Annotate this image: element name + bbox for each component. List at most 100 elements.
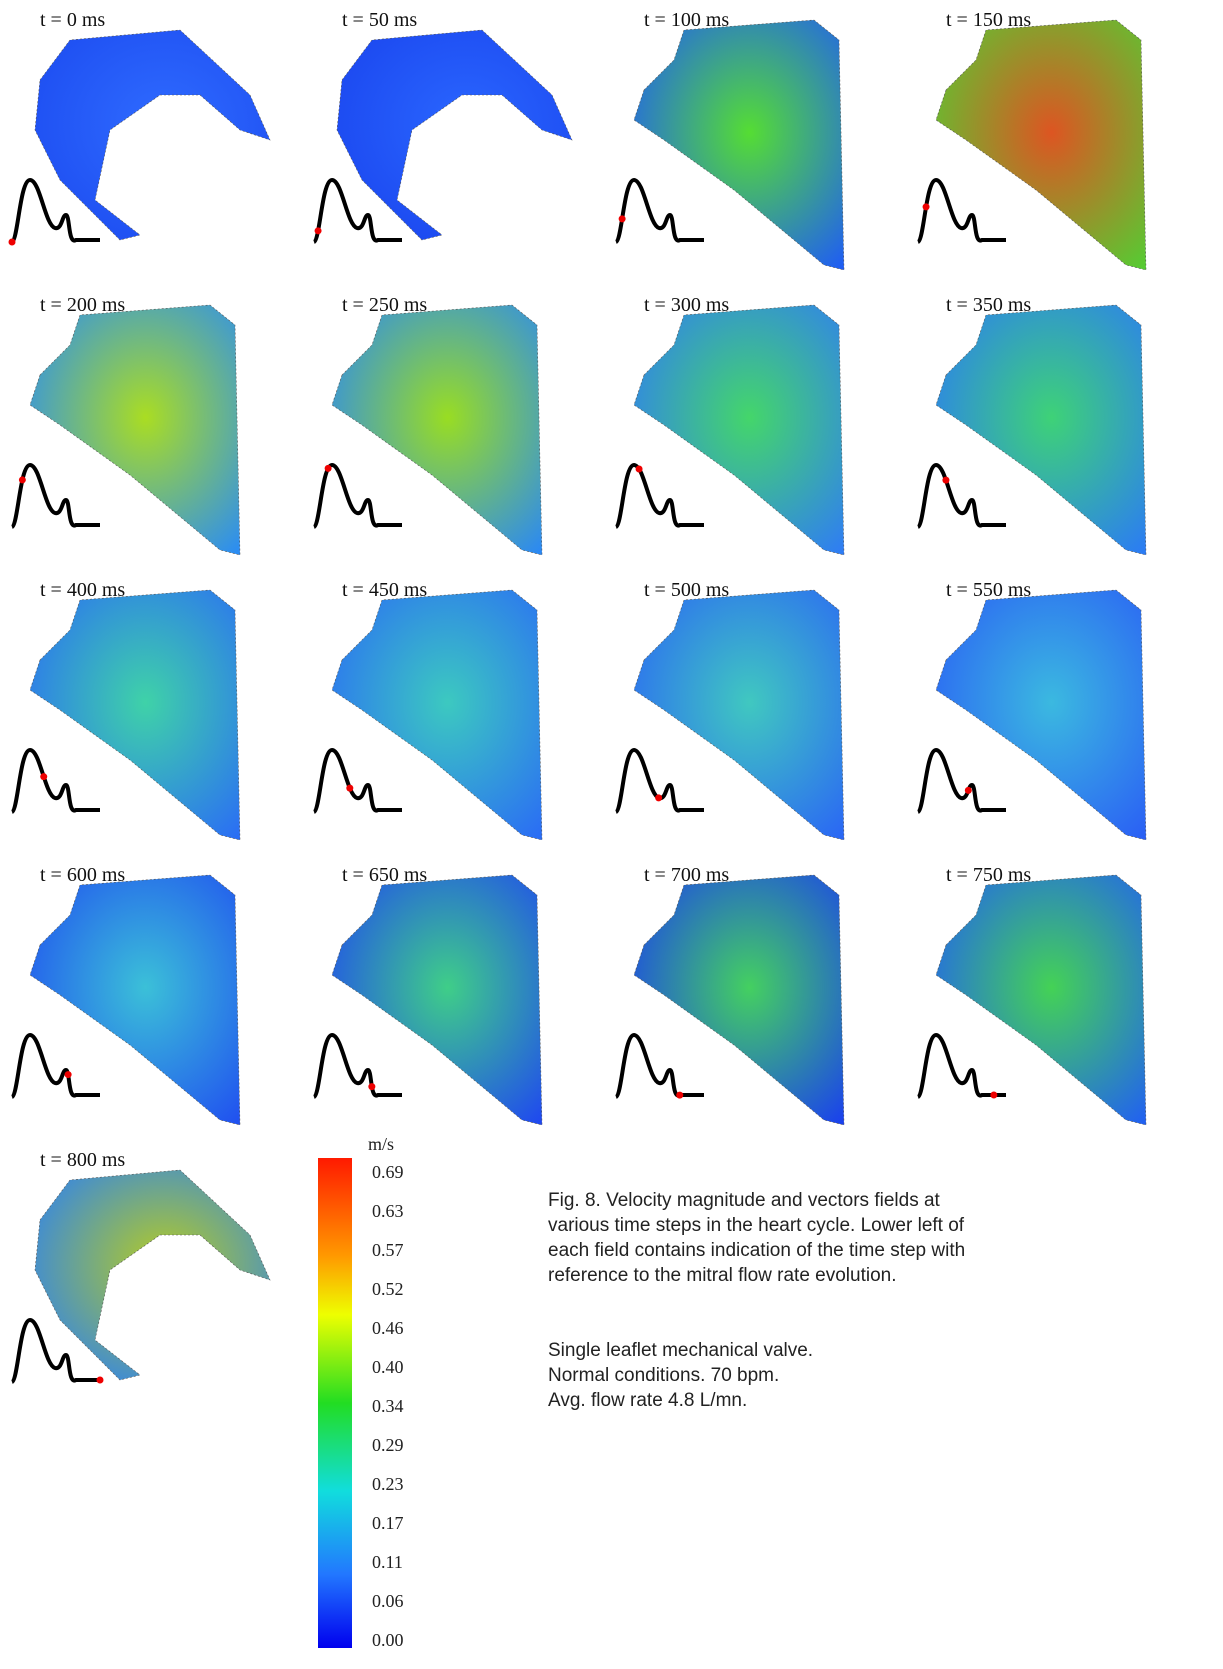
caption-line: reference to the mitral flow rate evolut…	[548, 1265, 897, 1286]
velocity-field	[331, 874, 543, 1126]
colorbar	[318, 1158, 352, 1648]
panel-label: t = 50 ms	[342, 9, 417, 31]
flow-curve	[916, 747, 1006, 814]
panel: t = 650 ms	[312, 864, 543, 1126]
panel-label: t = 500 ms	[644, 579, 729, 601]
caption-note: Avg. flow rate 4.8 L/mn.	[548, 1390, 747, 1411]
time-marker	[964, 786, 972, 794]
panel-label: t = 450 ms	[342, 579, 427, 601]
panel-label: t = 350 ms	[946, 294, 1031, 316]
caption-line: various time steps in the heart cycle. L…	[548, 1215, 965, 1236]
colorbar-tick: 0.69	[372, 1162, 404, 1182]
flow-curve	[916, 1032, 1006, 1099]
flow-curve	[312, 462, 402, 529]
velocity-field	[935, 19, 1147, 271]
velocity-field	[34, 29, 271, 241]
panel: t = 200 ms	[10, 294, 241, 556]
time-marker	[8, 238, 16, 246]
flow-curve	[614, 1032, 704, 1099]
panel-label: t = 300 ms	[644, 294, 729, 316]
time-marker	[64, 1071, 72, 1079]
panel-label: t = 400 ms	[40, 579, 125, 601]
flow-curve	[312, 747, 402, 814]
colorbar-tick: 0.00	[372, 1630, 404, 1650]
velocity-field	[935, 874, 1147, 1126]
panel-label: t = 150 ms	[946, 9, 1031, 31]
panel-label: t = 250 ms	[342, 294, 427, 316]
time-marker	[618, 215, 626, 223]
flow-curve	[916, 462, 1006, 529]
panel: t = 300 ms	[614, 294, 845, 556]
panel-label: t = 700 ms	[644, 864, 729, 886]
time-marker	[676, 1091, 684, 1099]
velocity-field	[34, 1169, 271, 1381]
flow-curve	[10, 1032, 100, 1099]
time-marker	[368, 1083, 376, 1091]
velocity-field	[29, 304, 241, 556]
time-marker	[324, 464, 332, 472]
velocity-field	[633, 874, 845, 1126]
velocity-field	[331, 589, 543, 841]
flow-curve	[614, 177, 704, 244]
colorbar-tick: 0.17	[372, 1513, 404, 1533]
flow-curve	[312, 1032, 402, 1099]
velocity-field	[935, 304, 1147, 556]
panel: t = 500 ms	[614, 579, 845, 841]
velocity-field	[336, 29, 573, 241]
flow-curve	[916, 177, 1006, 244]
colorbar-tick: 0.29	[372, 1435, 404, 1455]
flow-curve	[10, 462, 100, 529]
panel-label: t = 550 ms	[946, 579, 1031, 601]
flow-curve	[10, 177, 100, 244]
panel: t = 600 ms	[10, 864, 241, 1126]
colorbar-tick: 0.34	[372, 1396, 404, 1416]
panel: t = 100 ms	[614, 9, 845, 271]
panel: t = 50 ms	[312, 9, 573, 244]
colorbar-tick: 0.46	[372, 1318, 404, 1338]
time-marker	[40, 773, 48, 781]
velocity-field	[633, 19, 845, 271]
colorbar-tick: 0.23	[372, 1474, 404, 1494]
velocity-field	[331, 304, 543, 556]
colorbar-tick: 0.11	[372, 1552, 403, 1572]
panel: t = 0 ms	[8, 9, 271, 246]
time-marker	[655, 794, 663, 802]
time-marker	[635, 465, 643, 473]
panel: t = 800 ms	[10, 1149, 271, 1384]
caption-note: Single leaflet mechanical valve.	[548, 1340, 813, 1361]
flow-curve	[312, 177, 402, 244]
panel: t = 150 ms	[916, 9, 1147, 271]
panel: t = 750 ms	[916, 864, 1147, 1126]
panel: t = 550 ms	[916, 579, 1147, 841]
panel-label: t = 0 ms	[40, 9, 105, 31]
caption-note: Normal conditions. 70 bpm.	[548, 1365, 779, 1386]
velocity-field	[633, 589, 845, 841]
time-marker	[314, 227, 322, 235]
colorbar-tick: 0.63	[372, 1201, 404, 1221]
velocity-field	[29, 874, 241, 1126]
colorbar-unit: m/s	[368, 1134, 394, 1154]
colorbar-tick: 0.40	[372, 1357, 404, 1377]
colorbar-tick: 0.06	[372, 1591, 404, 1611]
colorbar-tick: 0.52	[372, 1279, 404, 1299]
panel-label: t = 600 ms	[40, 864, 125, 886]
panel: t = 700 ms	[614, 864, 845, 1126]
panel: t = 400 ms	[10, 579, 241, 841]
time-marker	[942, 476, 950, 484]
velocity-field	[29, 589, 241, 841]
panel: t = 450 ms	[312, 579, 543, 841]
panel: t = 350 ms	[916, 294, 1147, 556]
panel-label: t = 800 ms	[40, 1149, 125, 1171]
panel-label: t = 200 ms	[40, 294, 125, 316]
velocity-field	[935, 589, 1147, 841]
time-marker	[96, 1376, 104, 1384]
time-marker	[990, 1091, 998, 1099]
time-marker	[346, 784, 354, 792]
caption-line: each field contains indication of the ti…	[548, 1240, 965, 1261]
colorbar-tick: 0.57	[372, 1240, 404, 1260]
time-marker	[18, 476, 26, 484]
time-marker	[922, 203, 930, 211]
panel-label: t = 100 ms	[644, 9, 729, 31]
caption-line: Fig. 8. Velocity magnitude and vectors f…	[548, 1190, 941, 1211]
